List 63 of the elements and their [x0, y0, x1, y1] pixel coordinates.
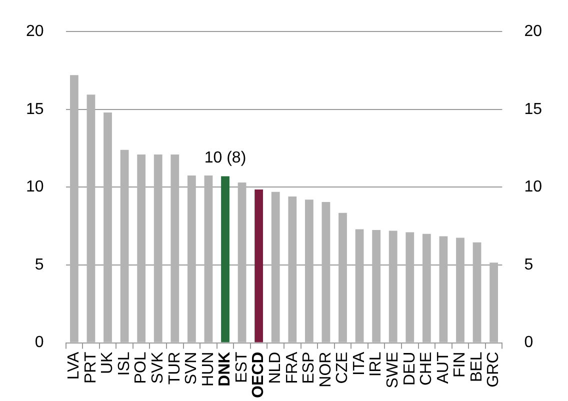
x-tick-label: CHE — [418, 352, 436, 386]
x-tick-label: SVK — [150, 351, 167, 384]
x-tick-label: GRC — [485, 352, 502, 388]
bar — [221, 176, 230, 342]
bar — [288, 196, 297, 342]
x-tick-label: SVN — [183, 352, 200, 385]
annotation: 10 (8) — [204, 150, 246, 167]
bar — [154, 154, 162, 342]
bar — [456, 238, 464, 342]
bar — [271, 192, 280, 342]
x-tick-label: ISL — [116, 352, 133, 376]
bar — [338, 212, 347, 342]
bar — [322, 202, 330, 342]
bar — [372, 230, 381, 342]
bar — [238, 182, 246, 342]
x-tick-label: SWE — [384, 352, 402, 388]
x-tick-label: CZE — [334, 352, 352, 384]
x-tick-label: ESP — [300, 352, 318, 384]
x-tick-label: DEU — [401, 352, 418, 386]
bar — [304, 200, 314, 342]
y2-tick-label: 5 — [524, 256, 534, 274]
y2-tick-label: 0 — [524, 334, 534, 352]
bar — [422, 234, 431, 342]
x-tick-label: OECD — [250, 352, 268, 398]
bar — [170, 154, 180, 342]
x-tick-label: UK — [99, 351, 116, 374]
bar — [406, 232, 414, 342]
y2-tick-label: 10 — [524, 178, 542, 196]
bar — [137, 154, 146, 342]
bar — [204, 176, 213, 342]
x-tick-label: PRT — [82, 352, 100, 384]
bar — [490, 262, 498, 342]
bar — [472, 242, 482, 342]
x-tick-label: EST — [233, 352, 250, 383]
x-tick-label: NLD — [267, 352, 284, 384]
y-tick-label: 0 — [34, 334, 44, 352]
x-tick-label: DNK — [216, 351, 234, 386]
bar — [355, 229, 364, 342]
x-tick-label: FRA — [284, 351, 301, 384]
x-tick-label: NOR — [317, 352, 334, 388]
x-tick-label: POL — [132, 352, 150, 384]
bar — [254, 190, 264, 342]
bar — [86, 94, 96, 342]
bar — [104, 112, 112, 342]
x-tick-label: TUR — [166, 352, 184, 385]
bar — [120, 150, 129, 342]
y-tick-label: 10 — [26, 178, 44, 196]
x-tick-label: AUT — [434, 352, 452, 384]
bar — [70, 75, 78, 342]
y-tick-label: 5 — [34, 256, 44, 274]
x-tick-label: IRL — [368, 352, 385, 377]
x-tick-label: HUN — [200, 352, 217, 386]
bar — [439, 236, 448, 342]
x-tick-label: ITA — [350, 351, 368, 376]
y2-tick-label: 20 — [524, 23, 542, 40]
x-tick-label: FIN — [452, 352, 469, 378]
bar — [388, 230, 398, 342]
y2-tick-label: 15 — [524, 100, 542, 118]
bar — [187, 176, 196, 342]
y-tick-label: 15 — [26, 100, 44, 118]
y-tick-label: 20 — [26, 23, 44, 40]
x-tick-label: LVA — [66, 351, 83, 380]
x-tick-label: BEL — [468, 352, 486, 382]
